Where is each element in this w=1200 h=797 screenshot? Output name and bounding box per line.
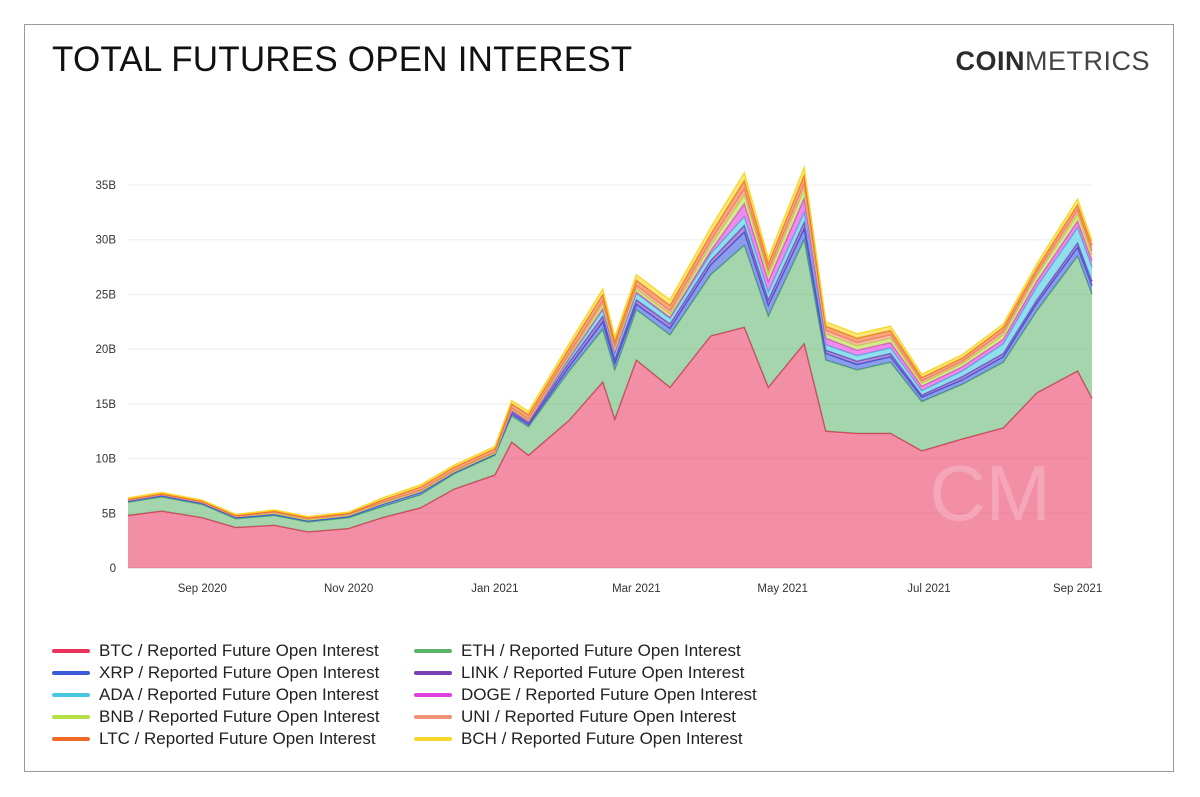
legend-label: LTC / Reported Future Open Interest <box>99 729 376 748</box>
legend-item-ltc[interactable]: LTC / Reported Future Open Interest <box>52 728 376 750</box>
legend-item-xrp[interactable]: XRP / Reported Future Open Interest <box>52 662 379 684</box>
y-tick-label: 15B <box>96 399 117 411</box>
x-tick-label: Sep 2021 <box>1053 583 1102 595</box>
x-tick-label: Jan 2021 <box>471 583 518 595</box>
page-title: TOTAL FUTURES OPEN INTEREST <box>52 40 633 79</box>
area-eth <box>128 239 1092 532</box>
legend-swatch <box>414 671 452 675</box>
legend-item-bnb[interactable]: BNB / Reported Future Open Interest <box>52 706 380 728</box>
legend-label: ADA / Reported Future Open Interest <box>99 685 379 704</box>
logo-light-text: METRICS <box>1025 46 1150 76</box>
legend-swatch <box>414 715 452 719</box>
area-bnb <box>128 189 1092 520</box>
legend-item-eth[interactable]: ETH / Reported Future Open Interest <box>414 640 741 662</box>
x-tick-label: Mar 2021 <box>612 583 661 595</box>
legend-swatch <box>52 715 90 719</box>
legend-swatch <box>52 649 90 653</box>
x-axis-ticks: Sep 2020 Nov 2020 Jan 2021 Mar 2021 May 2021… <box>178 583 1103 595</box>
legend-swatch <box>52 737 90 741</box>
x-tick-label: May 2021 <box>757 583 808 595</box>
legend-swatch <box>414 649 452 653</box>
legend-item-bch[interactable]: BCH / Reported Future Open Interest <box>414 728 743 750</box>
y-tick-label: 10B <box>96 454 117 466</box>
legend-item-doge[interactable]: DOGE / Reported Future Open Interest <box>414 684 757 706</box>
y-axis-ticks: 0 5B 10B 15B 20B 25B 30B 35B <box>96 180 117 575</box>
area-ltc <box>128 175 1092 519</box>
legend-item-uni[interactable]: UNI / Reported Future Open Interest <box>414 706 736 728</box>
legend-label: ETH / Reported Future Open Interest <box>461 641 741 660</box>
area-bch <box>128 167 1092 518</box>
legend-item-btc[interactable]: BTC / Reported Future Open Interest <box>52 640 379 662</box>
legend-label: BTC / Reported Future Open Interest <box>99 641 379 660</box>
logo-bold-text: COIN <box>955 46 1025 76</box>
y-tick-label: 5B <box>102 508 116 520</box>
watermark-text: CM <box>929 449 1050 537</box>
legend-label: LINK / Reported Future Open Interest <box>461 663 745 682</box>
y-tick-label: 0 <box>110 563 116 575</box>
legend-item-ada[interactable]: ADA / Reported Future Open Interest <box>52 684 379 706</box>
legend-label: XRP / Reported Future Open Interest <box>99 663 380 682</box>
coinmetrics-logo: COINMETRICS <box>956 46 1151 77</box>
legend-label: DOGE / Reported Future Open Interest <box>461 685 757 704</box>
x-tick-label: Jul 2021 <box>907 583 950 595</box>
legend-swatch <box>52 693 90 697</box>
x-tick-label: Sep 2020 <box>178 583 227 595</box>
legend-swatch <box>52 671 90 675</box>
x-tick-label: Nov 2020 <box>324 583 373 595</box>
legend-item-link[interactable]: LINK / Reported Future Open Interest <box>414 662 744 684</box>
series-areas <box>127 164 1093 568</box>
legend-label: UNI / Reported Future Open Interest <box>461 707 736 726</box>
y-tick-label: 30B <box>96 235 117 247</box>
y-tick-label: 20B <box>96 344 117 356</box>
legend-swatch <box>414 693 452 697</box>
legend-label: BCH / Reported Future Open Interest <box>461 729 743 748</box>
y-tick-label: 25B <box>96 289 117 301</box>
area-doge <box>128 198 1092 520</box>
legend-swatch <box>414 737 452 741</box>
line-bch <box>127 164 1093 518</box>
y-tick-label: 35B <box>96 180 117 192</box>
legend-label: BNB / Reported Future Open Interest <box>99 707 380 726</box>
area-btc <box>128 327 1092 568</box>
